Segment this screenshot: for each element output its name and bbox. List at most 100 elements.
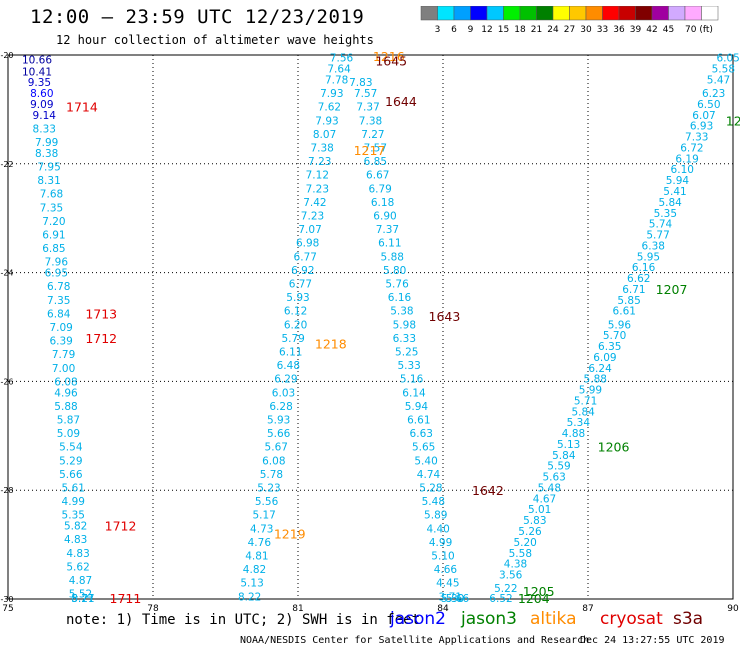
x-tick-label: 90 [727, 604, 739, 614]
wave-height-value: 4.73 [250, 523, 273, 535]
wave-height-value: 7.83 [349, 77, 372, 89]
x-tick-label: 87 [582, 604, 593, 614]
wave-height-value: 6.03 [272, 387, 295, 399]
wave-height-value: 5.58 [712, 64, 735, 76]
colorbar-label: 33 [597, 25, 608, 35]
wave-height-value: 7.23 [301, 210, 324, 222]
wave-height-value: 7.96 [45, 257, 69, 269]
wave-height-value: 5.82 [64, 521, 87, 533]
wave-height-value: 4.38 [504, 559, 527, 571]
wave-height-value: 6.24 [588, 363, 612, 375]
wave-height-value: 5.38 [390, 306, 413, 318]
wave-height-value: 7.93 [315, 115, 338, 127]
wave-height-value: 7.64 [327, 64, 351, 76]
pass-time-label: 1643 [429, 309, 461, 324]
x-tick-label: 84 [437, 604, 449, 614]
pass-time-label: 1642 [472, 483, 504, 498]
wave-height-value: 7.38 [310, 142, 333, 154]
wave-height-value: 5.96 [608, 319, 632, 331]
wave-height-value: 4.96 [54, 387, 78, 399]
wave-height-value: 7.37 [376, 224, 399, 236]
wave-height-value: 5.23 [257, 482, 280, 494]
wave-height-value: 5.94 [405, 401, 429, 413]
wave-height-value: 7.62 [318, 102, 341, 114]
wave-height-value: 5.74 [649, 219, 673, 231]
footer-credit: NOAA/NESDIS Center for Satellite Applica… [240, 635, 590, 646]
wave-height-value: 6.08 [54, 376, 77, 388]
wave-height-value: 5.87 [57, 414, 80, 426]
legend-jason3: jason3 [461, 609, 517, 629]
wave-height-value: 6.48 [277, 360, 300, 372]
wave-height-value: 5.88 [381, 251, 404, 263]
wave-height-value: 6.61 [613, 306, 636, 318]
wave-height-value: 5.20 [513, 537, 536, 549]
colorbar-label: 3 [435, 25, 441, 35]
wave-height-value: 6.77 [294, 251, 317, 263]
wave-height-value: 4.76 [248, 537, 272, 549]
wave-height-value: 8.33 [33, 123, 56, 135]
wave-height-value: 5.01 [528, 504, 551, 516]
wave-height-value: 6.18 [371, 197, 394, 209]
wave-height-value: 6.93 [690, 121, 713, 133]
wave-height-value: 6.08 [262, 455, 285, 467]
colorbar-label: 15 [498, 25, 509, 35]
wave-height-value: 5.35 [62, 510, 85, 522]
colorbar-label: 36 [613, 25, 625, 35]
wave-height-value: 5.67 [265, 442, 288, 454]
wave-height-value: 6.05 [716, 53, 739, 65]
wave-height-value: 7.23 [308, 156, 331, 168]
wave-height-value: 6.52 [489, 593, 512, 605]
pass-time-label: 1204 [518, 591, 550, 606]
colorbar-label: 70 (ft) [685, 25, 713, 35]
wave-height-value: 6.35 [598, 341, 621, 353]
wave-height-value: 6.11 [279, 346, 302, 358]
wave-height-value: 7.27 [361, 129, 384, 141]
footer-timestamp: Dec 24 13:27:55 UTC 2019 [580, 635, 725, 646]
wave-height-value: 7.35 [40, 202, 63, 214]
wave-height-value: 4.82 [243, 564, 266, 576]
wave-height-value: 6.28 [269, 401, 292, 413]
wave-height-value: 8.31 [37, 175, 60, 187]
map-subtitle: 12 hour collection of altimeter wave hei… [56, 33, 374, 47]
wave-height-value: 6.78 [47, 281, 70, 293]
wave-height-value: 6.20 [284, 319, 307, 331]
wave-height-value: 5.79 [281, 333, 304, 345]
wave-height-value: 7.79 [52, 349, 75, 361]
legend-altika: altika [530, 609, 577, 629]
wave-height-value: 7.78 [325, 74, 348, 86]
wave-height-value: 7.35 [47, 295, 70, 307]
wave-height-value: 5.71 [574, 395, 597, 407]
wave-height-value: 6.10 [671, 164, 694, 176]
wave-height-value: 7.09 [49, 322, 72, 334]
wave-height-value: 5.22 [494, 583, 517, 595]
wave-height-value: 5.65 [412, 442, 435, 454]
wave-height-value: 4.45 [436, 578, 459, 590]
colorbar-label: 45 [663, 25, 674, 35]
wave-height-value: 8.38 [35, 148, 58, 160]
wave-height-value: 8.22 [238, 591, 261, 603]
wave-height-value: 5.56 [255, 496, 279, 508]
pass-time-label: 1712 [85, 331, 117, 346]
wave-height-value: 5.17 [252, 510, 275, 522]
wave-height-value: 6.63 [410, 428, 433, 440]
wave-height-value: 7.33 [685, 132, 708, 144]
wave-height-value: 5.66 [59, 469, 83, 481]
wave-height-value: 4.83 [64, 534, 87, 546]
wave-height-value: 5.48 [538, 482, 561, 494]
pass-time-label: 1205 [523, 584, 555, 599]
y-tick-label: -30 [0, 595, 13, 604]
wave-height-value: 7.68 [40, 189, 63, 201]
pass-time-label: 12 [726, 113, 740, 128]
wave-height-value: 5.95 [637, 251, 660, 263]
map-frame [7, 54, 734, 600]
legend-s3a: s3a [673, 609, 704, 629]
x-tick-label: 81 [292, 604, 303, 614]
wave-height-value: 5.47 [707, 74, 730, 86]
wave-height-value: 5.88 [54, 401, 77, 413]
pass-time-label: 1217 [354, 143, 386, 158]
wave-height-value: 10.41 [22, 66, 52, 78]
wave-height-value: 6.16 [632, 262, 656, 274]
wave-height-value: 6.16 [388, 292, 412, 304]
wave-height-value: 5.89 [424, 510, 447, 522]
